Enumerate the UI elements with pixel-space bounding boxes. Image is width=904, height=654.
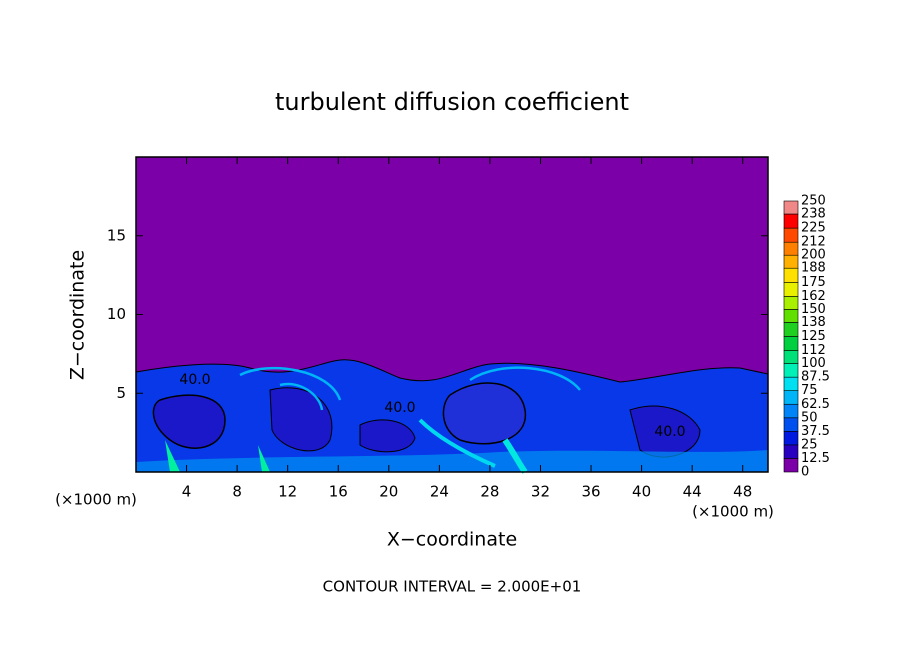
field-streak <box>239 366 581 411</box>
colorbar-swatch <box>783 376 799 391</box>
x-tick-label: 44 <box>683 483 702 501</box>
x-tick-label: 32 <box>531 483 550 501</box>
field <box>135 157 769 474</box>
colorbar-swatch <box>783 350 799 364</box>
colorbar-swatch <box>783 267 799 283</box>
colorbar-swatch <box>783 227 799 243</box>
x-tick-label: 20 <box>379 483 398 501</box>
x-unit-label: (×1000 m) <box>55 491 137 509</box>
contour-label: 40.0 <box>179 372 210 388</box>
field-blob <box>359 419 416 453</box>
colorbar-label: 150 <box>801 302 826 317</box>
y-tick-label: 5 <box>116 384 126 402</box>
colorbar-label: 0 <box>801 465 809 480</box>
colorbar-label: 25 <box>801 437 818 452</box>
field-blob <box>269 387 333 452</box>
field-blob <box>152 394 226 449</box>
x-tick-label: 8 <box>232 483 242 501</box>
y-tick-label: 10 <box>107 305 126 323</box>
field-streak <box>502 438 528 474</box>
footer: CONTOUR INTERVAL = 2.000E+01 <box>323 578 582 596</box>
field-blob <box>442 382 527 445</box>
colorbar-label: 138 <box>801 315 826 330</box>
colorbar-swatch <box>783 322 799 337</box>
colorbar-swatch <box>783 296 799 310</box>
colorbar-swatch <box>783 390 799 405</box>
colorbar-label: 162 <box>801 289 826 304</box>
colorbar-swatch <box>783 458 799 473</box>
colorbar-label: 112 <box>801 343 826 358</box>
x-tick-label: 12 <box>278 483 297 501</box>
colorbar-label: 100 <box>801 356 826 371</box>
colorbar-swatch <box>783 254 799 269</box>
x-tick-label: 4 <box>182 483 192 501</box>
colorbar-label: 212 <box>801 235 826 250</box>
colorbar-swatch <box>783 336 799 351</box>
contour-label: 40.0 <box>654 424 685 440</box>
colorbar-label: 62.5 <box>801 397 830 412</box>
field-streak <box>136 450 768 472</box>
colorbar-swatch <box>783 431 799 446</box>
colorbar-swatch <box>783 417 799 432</box>
colorbar-swatch <box>783 309 799 323</box>
colorbar-swatch <box>783 403 799 419</box>
y-tick-label: 15 <box>107 226 126 244</box>
colorbar-label: 12.5 <box>801 451 830 466</box>
colorbar-label: 37.5 <box>801 424 830 439</box>
colorbar-label: 200 <box>801 248 826 263</box>
colorbar-label: 175 <box>801 275 826 290</box>
x-tick-label: 24 <box>430 483 449 501</box>
y-axis-label: Z−coordinate <box>67 250 89 380</box>
colorbar-label: 188 <box>801 261 826 276</box>
x-tick-label: 28 <box>480 483 499 501</box>
x-tick-label: 40 <box>632 483 651 501</box>
field-streak <box>258 445 270 472</box>
colorbar-swatch <box>783 363 799 378</box>
colorbar-label: 225 <box>801 221 826 236</box>
x-axis-label: X−coordinate <box>387 529 517 551</box>
field-streak <box>165 440 180 472</box>
x-tick-label: 36 <box>581 483 600 501</box>
colorbar-swatch <box>783 200 799 215</box>
colorbar-label: 75 <box>801 383 818 398</box>
colorbar-label: 50 <box>801 410 818 425</box>
colorbar-swatch <box>783 444 799 459</box>
contour-label: 40.0 <box>384 400 415 416</box>
colorbar-label: 87.5 <box>801 370 830 385</box>
x-tick-label: 48 <box>733 483 752 501</box>
x-tick-label: 16 <box>329 483 348 501</box>
x-unit-label: (×1000 m) <box>692 503 774 521</box>
colorbar-label: 125 <box>801 329 826 344</box>
colorbar-swatch <box>783 241 799 256</box>
colorbar-label: 250 <box>801 194 826 209</box>
colorbar-swatch <box>783 281 799 297</box>
field-streak <box>418 418 496 468</box>
colorbar-swatch <box>783 213 799 229</box>
chart-title: turbulent diffusion coefficient <box>275 88 629 116</box>
colorbar-label: 238 <box>801 207 826 222</box>
